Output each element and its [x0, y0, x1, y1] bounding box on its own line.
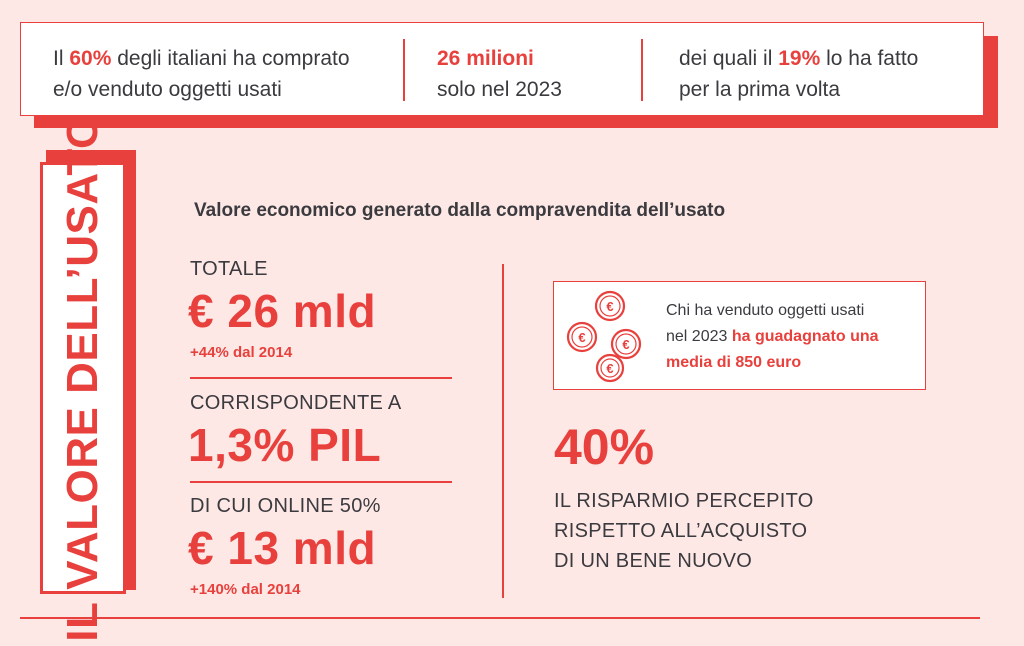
vertical-title: IL VALORE DELL’USATO — [58, 114, 107, 642]
stats-banner: Il 60% degli italiani ha comprato e/o ve… — [20, 22, 984, 116]
saving-line2: RISPETTO ALL’ACQUISTO — [554, 520, 808, 542]
stat1-line2: e/o venduto oggetti usati — [53, 78, 282, 101]
earnings-box: € € € € Chi ha venduto oggetti usati nel… — [553, 281, 926, 390]
euro-coins-icon: € € € € — [566, 290, 642, 383]
stat-italians: Il 60% degli italiani ha comprato e/o ve… — [53, 43, 350, 105]
earnings-line3-highlight: media di 850 euro — [666, 354, 802, 371]
banner-divider — [403, 39, 405, 101]
stat2-highlight: 26 milioni — [437, 47, 534, 70]
svg-text:€: € — [622, 337, 629, 352]
stat3-post: lo ha fatto — [820, 47, 919, 70]
earnings-text: Chi ha venduto oggetti usati nel 2023 ha… — [666, 298, 879, 376]
pil-value: 1,3% PIL — [188, 419, 382, 471]
saving-line1: IL RISPARMIO PERCEPITO — [554, 490, 814, 512]
online-label: DI CUI ONLINE 50% — [190, 495, 381, 517]
saving-description: IL RISPARMIO PERCEPITO RISPETTO ALL’ACQU… — [554, 486, 814, 576]
svg-text:€: € — [578, 330, 585, 345]
stat-millions: 26 milioni solo nel 2023 — [437, 43, 562, 105]
section-subtitle: Valore economico generato dalla comprave… — [194, 200, 726, 221]
stat1-pre: Il — [53, 47, 70, 70]
svg-text:€: € — [606, 361, 613, 376]
online-change: +140% dal 2014 — [190, 581, 301, 598]
pil-label: CORRISPONDENTE A — [190, 392, 402, 414]
totale-label: TOTALE — [190, 258, 268, 280]
svg-text:€: € — [606, 299, 613, 314]
column-divider — [502, 264, 504, 598]
stat1-post: degli italiani ha comprato — [111, 47, 350, 70]
vertical-title-box — [40, 162, 126, 594]
divider — [190, 377, 452, 379]
earnings-line2-highlight: ha guadagnato una — [731, 328, 879, 345]
divider — [190, 481, 452, 483]
earnings-line2-plain: nel 2023 — [666, 328, 732, 345]
stat-first-time: dei quali il 19% lo ha fatto per la prim… — [679, 43, 918, 105]
bottom-divider — [20, 617, 980, 619]
banner-divider — [641, 39, 643, 101]
stat2-line2: solo nel 2023 — [437, 78, 562, 101]
totale-change: +44% dal 2014 — [190, 344, 293, 361]
saving-line3: DI UN BENE NUOVO — [554, 550, 753, 572]
stat3-line2: per la prima volta — [679, 78, 841, 101]
stat3-pre: dei quali il — [679, 47, 779, 70]
earnings-line1: Chi ha venduto oggetti usati — [666, 302, 865, 319]
saving-value: 40% — [554, 419, 655, 475]
stat3-highlight: 19% — [778, 47, 821, 70]
stat1-highlight: 60% — [69, 47, 112, 70]
online-value: € 13 mld — [188, 522, 377, 574]
totale-value: € 26 mld — [188, 285, 377, 337]
